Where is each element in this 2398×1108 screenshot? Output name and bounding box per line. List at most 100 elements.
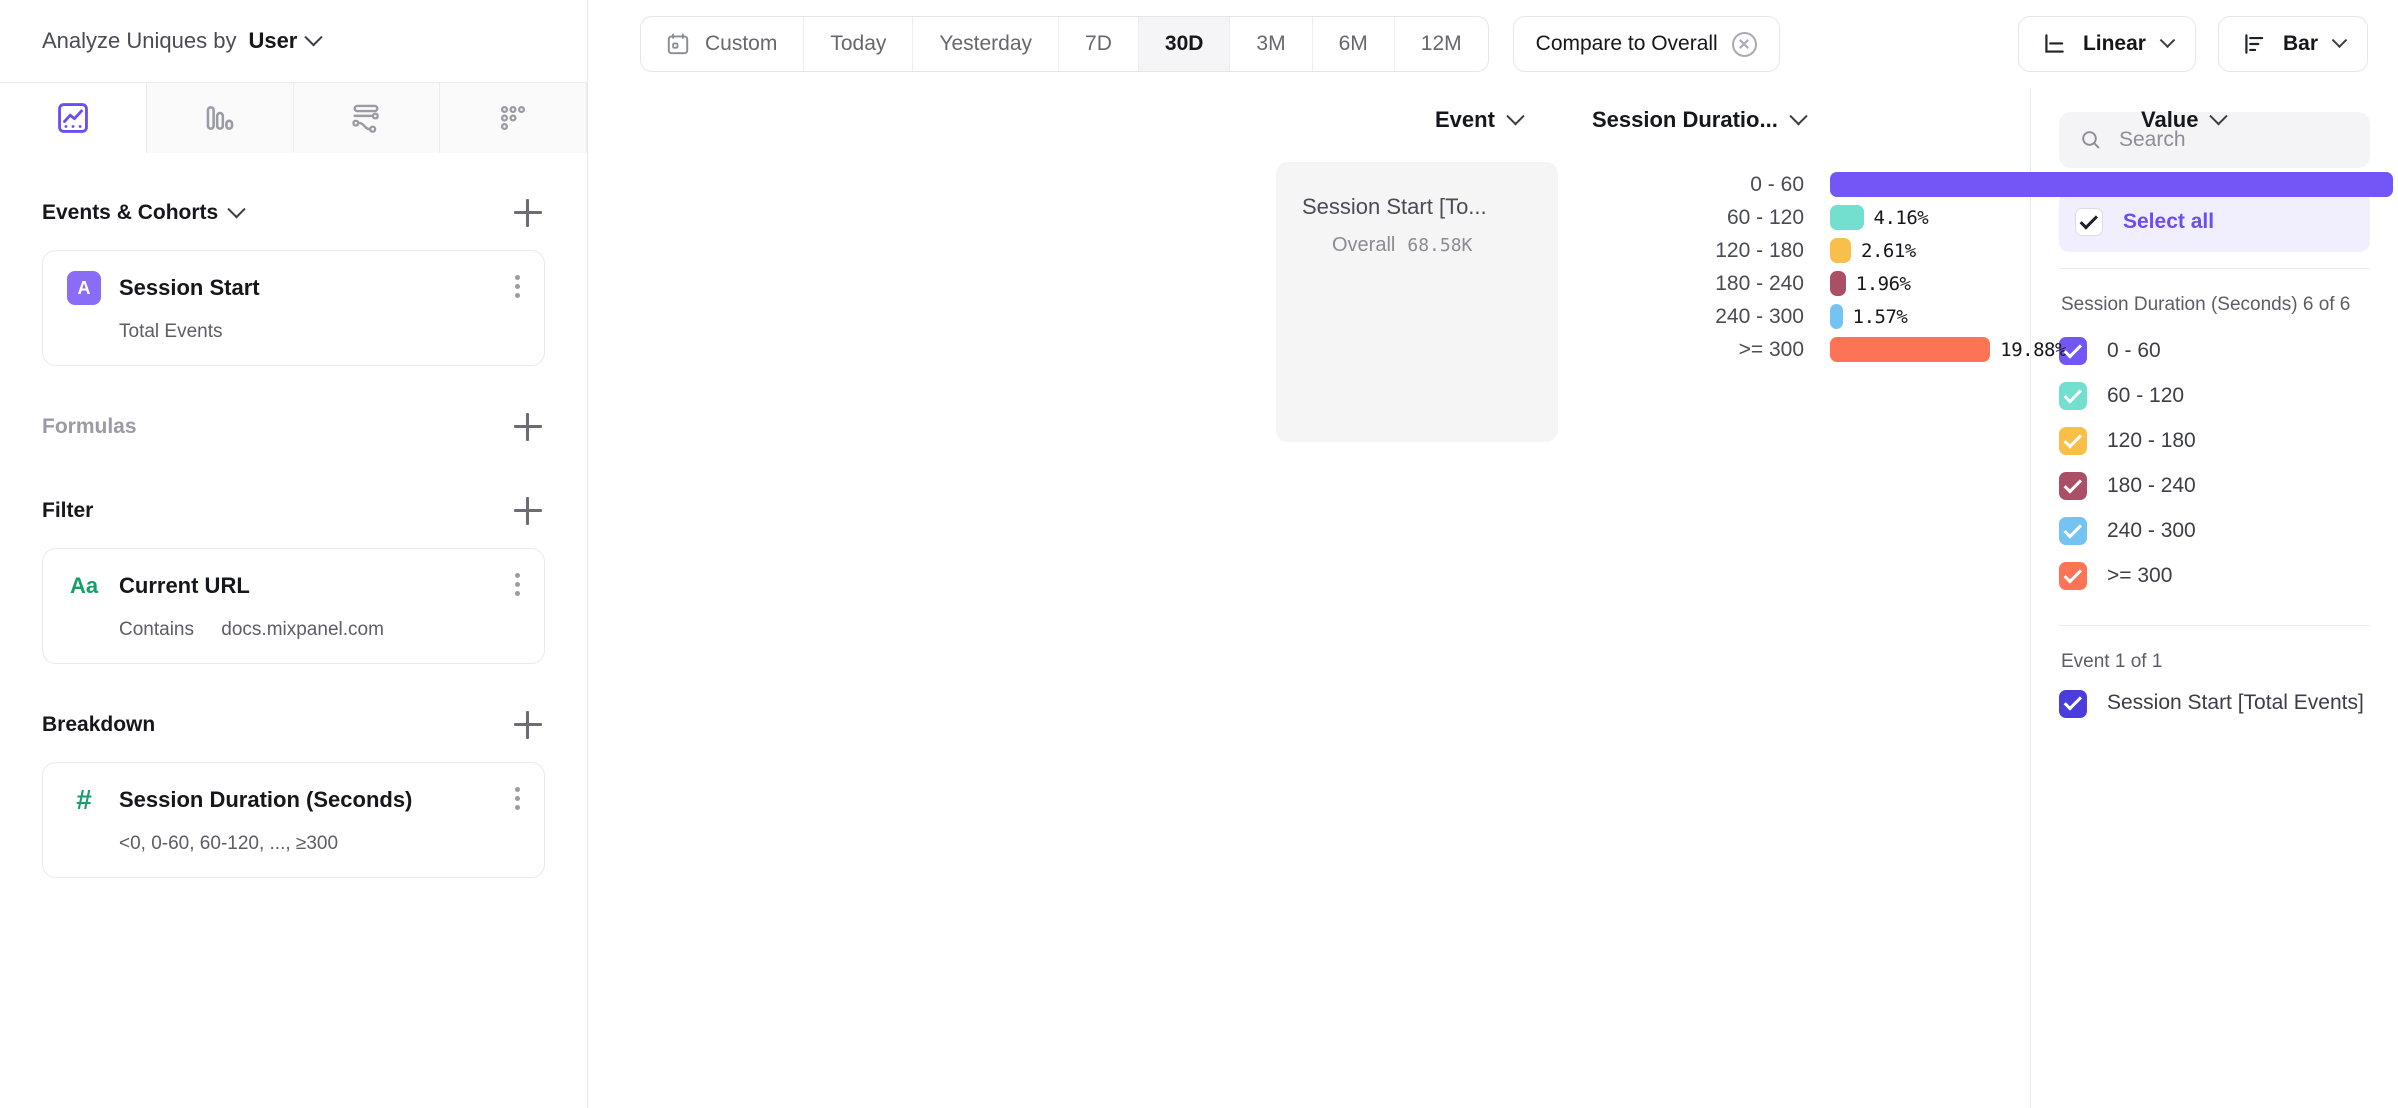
bar-fill[interactable] bbox=[1830, 304, 1843, 330]
chart-toolbar: Custom Today Yesterday 7D 30D 3M 6M 12M … bbox=[588, 0, 2398, 88]
breakdown-option-list: 0 - 60 60 - 120 120 - 180 180 - 240 240 - 30… bbox=[2059, 329, 2370, 599]
event-card-subtitle: Total Events bbox=[67, 321, 520, 343]
legend-option-checkbox[interactable] bbox=[2059, 337, 2087, 366]
compare-to-overall-label: Compare to Overall bbox=[1535, 32, 1718, 56]
add-formula-button[interactable] bbox=[511, 410, 545, 444]
legend-option-checkbox[interactable] bbox=[2059, 427, 2087, 456]
legend-option-row[interactable]: 60 - 120 bbox=[2059, 374, 2370, 419]
main-content: Custom Today Yesterday 7D 30D 3M 6M 12M … bbox=[588, 0, 2398, 1108]
events-section-header: Events & Cohorts bbox=[42, 190, 545, 236]
event-group-label: Event 1 of 1 bbox=[2061, 650, 2163, 672]
legend-option-row[interactable]: 0 - 60 bbox=[2059, 329, 2370, 374]
event-summary-overall-value: 68.58K bbox=[1407, 235, 1473, 257]
filter-card-current-url[interactable]: Aa Current URL Contains docs.mixpanel.co… bbox=[42, 548, 545, 664]
filter-card-header: Aa Current URL bbox=[67, 569, 520, 603]
bar-track: 2.61% bbox=[1830, 238, 1916, 264]
select-all-row[interactable]: Select all bbox=[2059, 192, 2370, 253]
event-card-menu-button[interactable] bbox=[511, 271, 524, 302]
event-card-measure: Total Events bbox=[119, 321, 223, 342]
add-event-button[interactable] bbox=[511, 196, 545, 230]
legend-option-label: Session Start [Total Events] bbox=[2107, 691, 2364, 715]
legend-search-input[interactable]: Search bbox=[2059, 112, 2370, 169]
tab-retention[interactable] bbox=[440, 83, 587, 153]
event-summary-cell[interactable]: Session Start [To... Overall 68.58K bbox=[1276, 162, 1558, 443]
bar-fill[interactable] bbox=[1830, 172, 2393, 198]
date-range-today[interactable]: Today bbox=[804, 17, 914, 72]
close-icon[interactable] bbox=[1731, 31, 1757, 57]
legend-option-checkbox[interactable] bbox=[2059, 689, 2087, 718]
date-range-12m[interactable]: 12M bbox=[1420, 32, 1462, 56]
column-header-breakdown[interactable]: Session Duratio... bbox=[1592, 106, 1808, 133]
column-header-event[interactable]: Event bbox=[1435, 106, 1525, 133]
chart-type-button[interactable]: Bar bbox=[2217, 16, 2368, 73]
filter-card-menu-button[interactable] bbox=[511, 569, 524, 600]
analyze-measure-dropdown[interactable]: User bbox=[248, 27, 324, 54]
legend-option-row[interactable]: 240 - 300 bbox=[2059, 509, 2370, 554]
bar-track: 1.57% bbox=[1830, 304, 1908, 330]
legend-option-checkbox[interactable] bbox=[2059, 517, 2087, 546]
date-range-yesterday[interactable]: Yesterday bbox=[913, 17, 1060, 72]
chevron-down-icon bbox=[227, 199, 246, 218]
legend-option-checkbox[interactable] bbox=[2059, 472, 2087, 501]
bar-row[interactable]: 60 - 120 4.16% bbox=[1558, 201, 2030, 234]
bar-row[interactable]: 120 - 180 2.61% bbox=[1558, 234, 2030, 267]
breakdown-buckets: <0, 0-60, 60-120, ..., ≥300 bbox=[119, 833, 339, 854]
event-card-session-start[interactable]: A Session Start Total Events bbox=[42, 250, 545, 366]
chevron-down-icon bbox=[1789, 106, 1808, 126]
legend-option-checkbox[interactable] bbox=[2059, 562, 2087, 591]
legend-option-label: 180 - 240 bbox=[2107, 474, 2196, 498]
bar-fill[interactable] bbox=[1830, 337, 1991, 363]
chevron-down-icon bbox=[2331, 32, 2348, 48]
search-icon bbox=[2082, 131, 2100, 149]
bar-row[interactable]: 240 - 300 1.57% bbox=[1558, 300, 2030, 333]
date-range-6m[interactable]: 6M bbox=[1313, 17, 1395, 72]
bar-row[interactable]: >= 300 19.88% bbox=[1558, 333, 2066, 366]
select-all-checkbox[interactable] bbox=[2075, 208, 2103, 237]
bar-fill[interactable] bbox=[1830, 205, 1864, 231]
compare-to-overall-chip[interactable]: Compare to Overall bbox=[1512, 16, 1780, 73]
bar-row[interactable]: 0 - 6069.83% bbox=[1558, 168, 2393, 201]
tab-funnels[interactable] bbox=[146, 83, 294, 153]
legend-option-label: >= 300 bbox=[2107, 564, 2173, 588]
legend-divider-top bbox=[2059, 268, 2370, 270]
bar-row[interactable]: 180 - 240 1.96% bbox=[1558, 267, 2030, 300]
events-section-title-group[interactable]: Events & Cohorts bbox=[42, 199, 246, 225]
add-breakdown-button[interactable] bbox=[511, 708, 545, 742]
bar-fill[interactable] bbox=[1830, 238, 1852, 264]
filter-card-title: Current URL bbox=[119, 573, 250, 598]
tab-flows[interactable] bbox=[293, 83, 441, 153]
date-range-3m[interactable]: 3M bbox=[1230, 17, 1313, 72]
legend-option-row[interactable]: 120 - 180 bbox=[2059, 419, 2370, 464]
legend-option-row[interactable]: 180 - 240 bbox=[2059, 464, 2370, 509]
breakdown-section-title: Breakdown bbox=[42, 713, 156, 736]
bar-chart-type-icon bbox=[2245, 34, 2264, 54]
bar-value-label: 1.96% bbox=[1855, 272, 1911, 295]
chart-type-label: Bar bbox=[2282, 32, 2318, 56]
chevron-down-icon bbox=[2159, 32, 2176, 48]
breakdown-card-session-duration[interactable]: # Session Duration (Seconds) <0, 0-60, 6… bbox=[42, 762, 545, 878]
bar-track: 69.83% bbox=[1830, 172, 2398, 198]
date-range-7d[interactable]: 7D bbox=[1059, 17, 1139, 72]
number-property-icon: # bbox=[76, 784, 92, 815]
legend-option-checkbox[interactable] bbox=[2059, 382, 2087, 411]
legend-option-row[interactable]: >= 300 bbox=[2059, 554, 2370, 599]
chevron-down-icon bbox=[1506, 106, 1525, 126]
bar-track: 1.96% bbox=[1830, 271, 1911, 297]
breakdown-card-header: # Session Duration (Seconds) bbox=[67, 783, 520, 817]
bar-category-label: >= 300 bbox=[1738, 337, 1804, 361]
date-range-custom[interactable]: Custom bbox=[641, 17, 805, 72]
breakdown-card-menu-button[interactable] bbox=[511, 783, 524, 814]
analyze-label: Analyze Uniques by bbox=[42, 28, 237, 53]
tab-insights[interactable] bbox=[0, 83, 147, 153]
legend-option-row[interactable]: Session Start [Total Events] bbox=[2059, 683, 2370, 723]
date-range-30d[interactable]: 30D bbox=[1138, 17, 1231, 72]
bar-fill[interactable] bbox=[1830, 271, 1846, 297]
scale-type-button[interactable]: Linear bbox=[2017, 16, 2196, 73]
analyze-measure-value: User bbox=[248, 28, 298, 53]
add-filter-button[interactable] bbox=[511, 494, 545, 528]
column-header-value[interactable]: Value bbox=[2141, 106, 2229, 133]
events-section-title: Events & Cohorts bbox=[42, 201, 219, 224]
chevron-down-icon bbox=[304, 27, 324, 46]
legend-option-label: 0 - 60 bbox=[2107, 339, 2161, 363]
